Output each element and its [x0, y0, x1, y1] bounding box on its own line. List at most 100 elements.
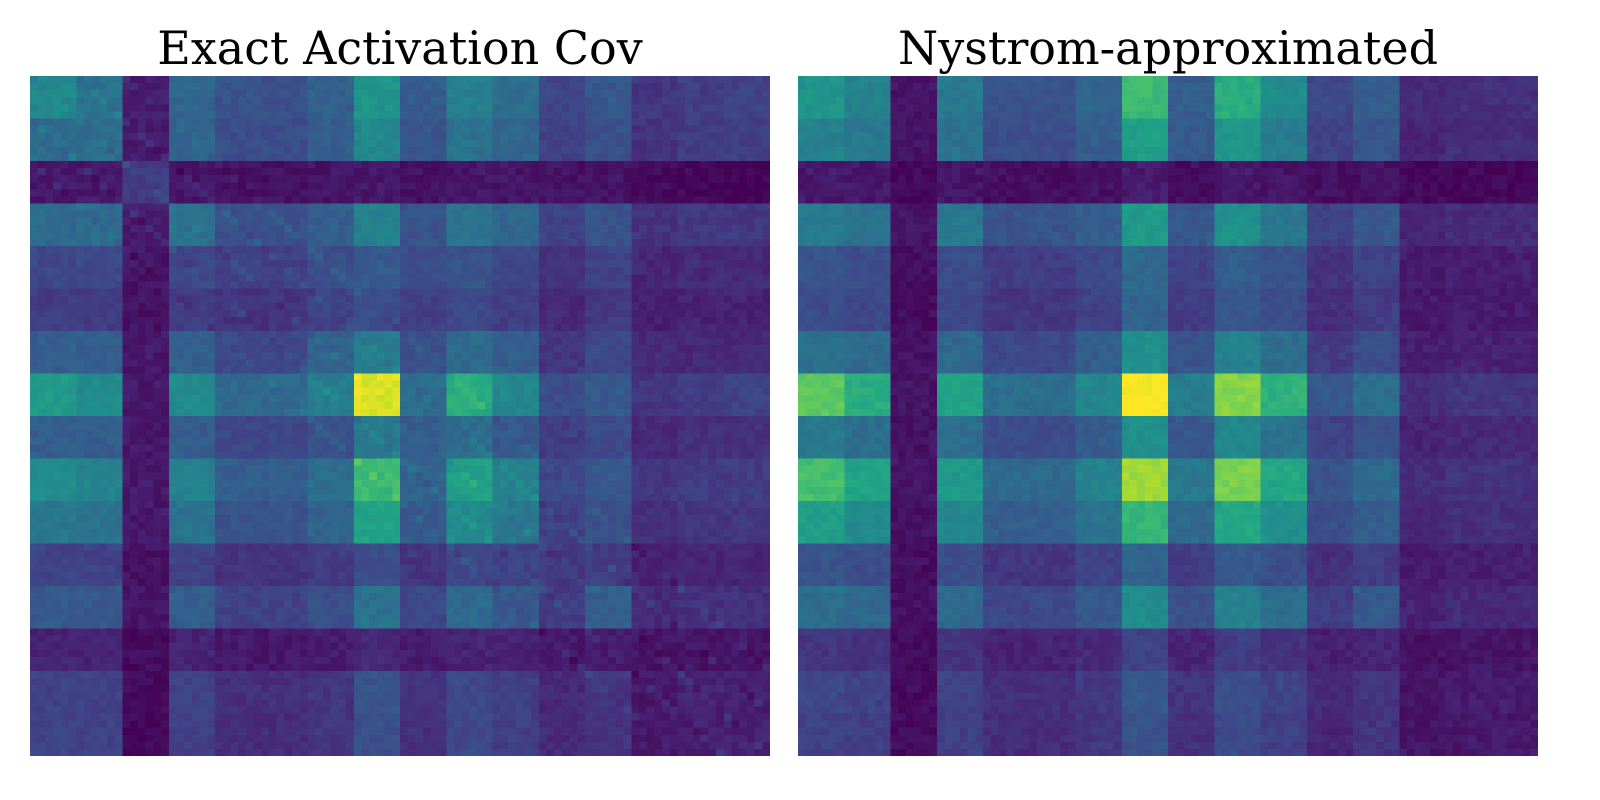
heatmap-cell: [484, 217, 494, 226]
heatmap-cell: [130, 423, 139, 431]
heatmap-cell: [561, 246, 571, 254]
heatmap-cell: [554, 309, 563, 318]
heatmap-cell: [662, 246, 671, 254]
heatmap-cell: [762, 387, 770, 396]
heatmap-cell: [30, 125, 39, 134]
heatmap-cell: [176, 210, 185, 219]
heatmap-cell: [83, 182, 93, 190]
heatmap-cell: [515, 323, 524, 332]
heatmap-cell: [662, 175, 671, 183]
heatmap-cell: [430, 323, 440, 332]
heatmap-cell: [623, 345, 632, 353]
heatmap-cell: [523, 217, 532, 226]
heatmap-cell: [284, 345, 293, 353]
heatmap-cell: [353, 182, 363, 190]
heatmap-cell: [361, 316, 370, 325]
heatmap-cell: [739, 338, 748, 346]
heatmap-cell: [168, 359, 178, 368]
heatmap-cell: [438, 437, 447, 445]
heatmap-cell: [716, 281, 725, 290]
heatmap-cell: [423, 175, 432, 183]
heatmap-cell: [268, 437, 278, 445]
heatmap-cell: [346, 175, 355, 183]
heatmap-cell: [153, 345, 162, 353]
heatmap-cell: [585, 387, 594, 396]
heatmap-cell: [137, 295, 147, 304]
heatmap-cell: [45, 295, 54, 304]
heatmap-cell: [461, 97, 470, 105]
heatmap-cell: [361, 210, 370, 219]
heatmap-cell: [184, 76, 193, 84]
heatmap-cell: [299, 302, 309, 311]
heatmap-cell: [37, 189, 47, 198]
heatmap-cell: [376, 345, 386, 353]
heatmap-cell: [415, 423, 424, 431]
heatmap-cell: [330, 231, 339, 240]
heatmap-cell: [307, 203, 316, 212]
heatmap-cell: [99, 281, 108, 290]
heatmap-cell: [107, 76, 116, 84]
heatmap-cell: [469, 352, 478, 360]
heatmap-cell: [315, 352, 324, 360]
heatmap-cell: [199, 380, 208, 389]
heatmap-cell: [338, 196, 347, 205]
heatmap-cell: [199, 416, 208, 424]
heatmap-cell: [561, 97, 571, 105]
heatmap-cell: [461, 104, 470, 113]
heatmap-cell: [762, 238, 770, 247]
heatmap-cell: [654, 316, 663, 325]
heatmap-cell: [207, 331, 216, 339]
heatmap-cell: [276, 331, 285, 339]
heatmap-cell: [392, 168, 401, 176]
heatmap-cell: [137, 76, 147, 84]
heatmap-cell: [716, 394, 725, 403]
heatmap-cell: [531, 380, 540, 389]
heatmap-cell: [222, 345, 232, 353]
heatmap-cell: [700, 416, 709, 424]
heatmap-cell: [122, 288, 131, 297]
heatmap-cell: [600, 139, 609, 148]
heatmap-cell: [723, 373, 733, 382]
heatmap-cell: [492, 132, 501, 141]
heatmap-cell: [638, 238, 648, 247]
heatmap-cell: [477, 260, 486, 268]
heatmap-cell: [739, 352, 748, 360]
heatmap-cell: [238, 125, 247, 134]
heatmap-cell: [83, 288, 93, 297]
heatmap-cell: [569, 331, 578, 339]
heatmap-cell: [692, 231, 702, 240]
heatmap-cell: [199, 281, 208, 290]
heatmap-cell: [492, 161, 501, 169]
heatmap-cell: [400, 161, 409, 169]
heatmap-cell: [746, 331, 756, 339]
heatmap-cell: [638, 331, 648, 339]
heatmap-cell: [662, 253, 671, 261]
heatmap-cell: [153, 423, 162, 431]
heatmap-cell: [615, 76, 625, 84]
heatmap-cell: [261, 373, 270, 382]
heatmap-cell: [91, 231, 100, 240]
heatmap-cell: [531, 246, 540, 254]
heatmap-cell: [453, 182, 463, 190]
heatmap-cell: [754, 366, 763, 375]
heatmap-cell: [716, 139, 725, 148]
heatmap-cell: [438, 338, 447, 346]
heatmap-cell: [515, 175, 524, 183]
heatmap-cell: [754, 302, 763, 311]
heatmap-cell: [91, 139, 100, 148]
heatmap-cell: [554, 224, 563, 233]
heatmap-cell: [415, 189, 424, 198]
heatmap-cell: [669, 260, 679, 268]
heatmap-cell: [716, 288, 725, 297]
heatmap-cell: [500, 97, 509, 105]
heatmap-cell: [176, 359, 185, 368]
heatmap-cell: [631, 83, 640, 91]
heatmap-cell: [292, 210, 301, 219]
heatmap-cell: [361, 139, 370, 148]
heatmap-cell: [384, 437, 393, 445]
heatmap-cell: [315, 189, 324, 198]
heatmap-cell: [330, 302, 339, 311]
heatmap-cell: [91, 90, 100, 98]
heatmap-cell: [469, 423, 478, 431]
heatmap-cell: [384, 189, 393, 198]
